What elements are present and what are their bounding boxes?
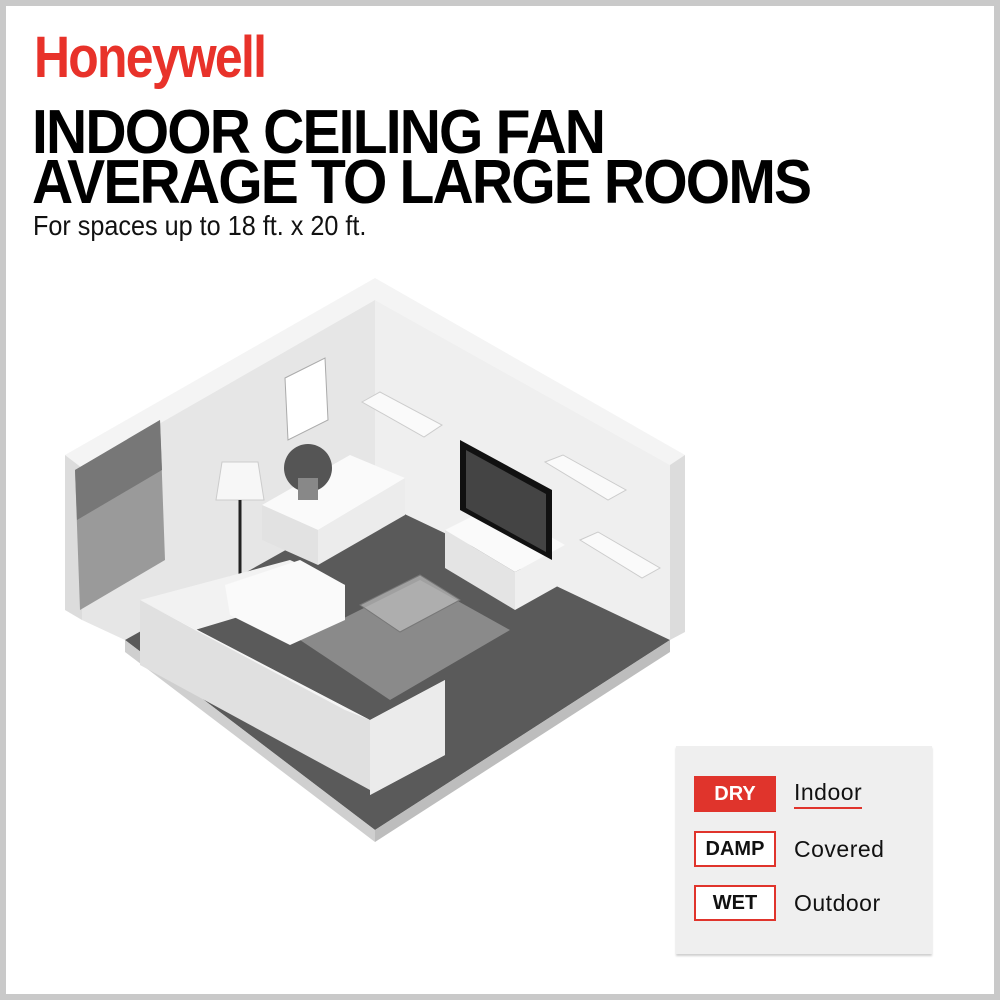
sofa-chaise [225,560,345,645]
sideboard [262,505,318,565]
outdoor-label: Outdoor [794,889,881,916]
tv-screen [466,450,546,552]
dry-badge: DRY [694,776,776,812]
shelf [578,531,662,579]
sideboard [318,478,405,565]
wet-badge: WET [694,885,776,921]
covered-label: Covered [794,835,885,862]
rating-row-wet: WET Outdoor [694,883,881,923]
honeywell-logo: Honeywell [34,25,267,90]
tv-stand [515,545,565,610]
rating-row-dry: DRY Indoor [694,774,863,814]
shelf [543,454,628,501]
sofa-front [140,600,370,790]
wall-edge [670,455,685,640]
floor-edge [375,640,670,842]
coffee-table [359,574,461,633]
sideboard [262,455,405,530]
plant [284,444,332,492]
rating-row-damp: DAMP Covered [694,829,884,869]
rug [300,580,510,700]
indoor-label: Indoor [794,779,863,809]
rating-legend: DRY Indoor DAMP Covered WET Outdoor [676,746,932,954]
headline-line-2: AVERAGE TO LARGE ROOMS [32,148,812,217]
right-wall [375,300,670,640]
tv-stand [445,505,565,572]
shelf [360,391,443,438]
tv-stand [445,530,515,610]
damp-badge: DAMP [694,831,776,867]
sofa-arm [370,680,445,795]
wall-picture [284,357,329,441]
subtitle: For spaces up to 18 ft. x 20 ft. [33,210,367,241]
window-blind [75,420,162,520]
plant-pot [298,478,318,500]
floor-lamp [215,461,265,501]
headline-line-1: INDOOR CEILING FAN [32,98,606,167]
